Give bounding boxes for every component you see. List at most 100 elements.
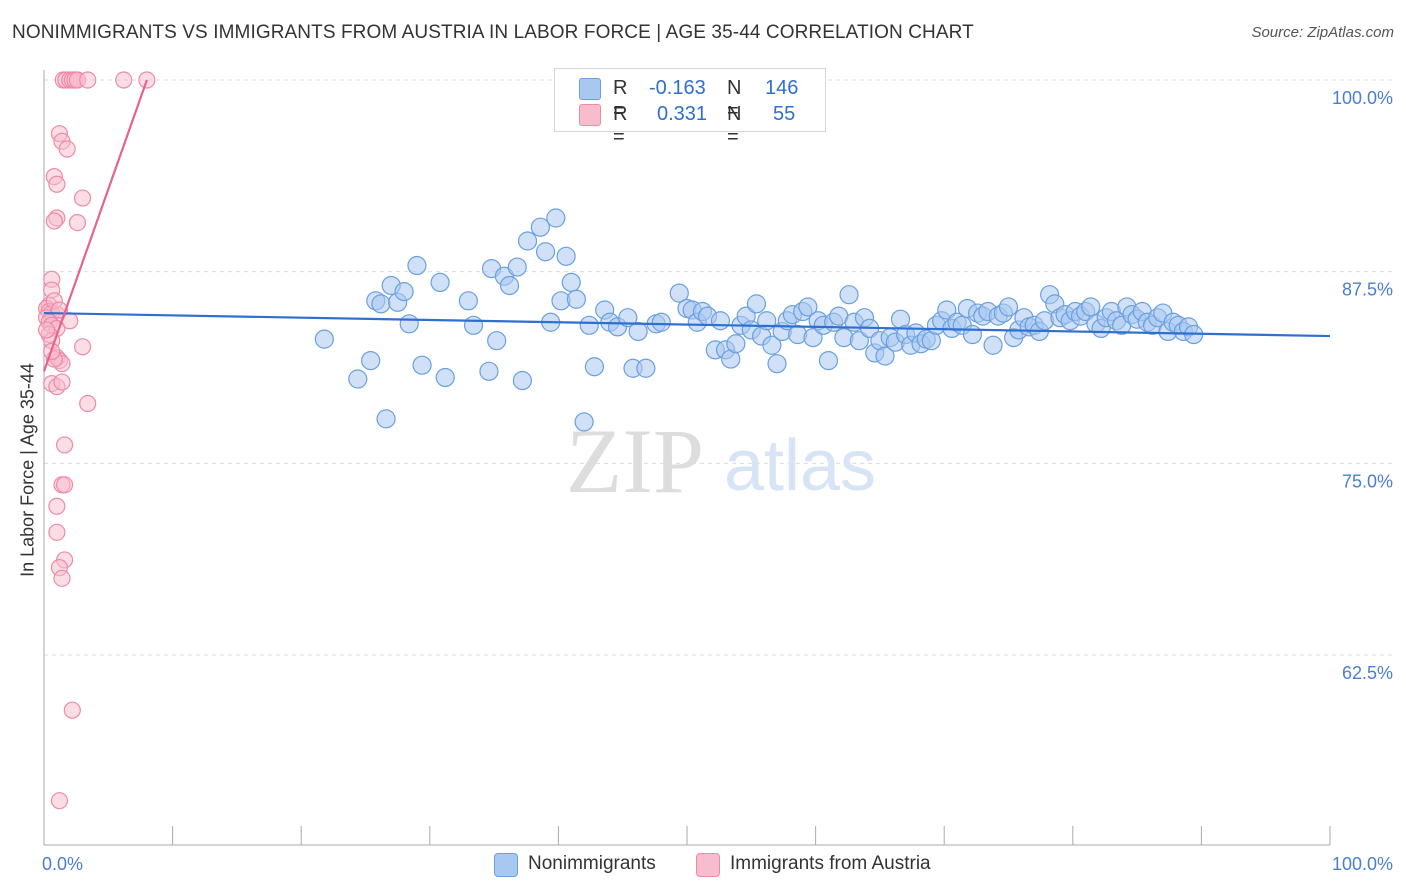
legend-r-label: R = — [613, 103, 628, 148]
immigrant-point — [58, 140, 76, 158]
immigrant-point — [48, 497, 66, 515]
x-tick-label: 100.0% — [1332, 854, 1393, 874]
immigrant-point — [73, 338, 92, 356]
series-label: Nonimmigrants — [528, 853, 656, 874]
watermark-atlas: atlas — [724, 426, 876, 506]
y-tick-labels: 62.5% 75.0% 87.5% 100.0% — [1332, 88, 1393, 683]
nonimmigrant-point — [479, 361, 499, 381]
nonimmigrant-point — [818, 351, 839, 371]
x-tick-labels: 0.0% 100.0% — [42, 854, 1393, 874]
x-tick-label: 0.0% — [42, 854, 83, 874]
correlation-legend: R = -0.163 N = 146 R = 0.331 N = 55 — [554, 68, 826, 148]
legend-swatch-pink — [579, 104, 601, 126]
nonimmigrant-point — [937, 300, 957, 320]
immigrant-point — [115, 71, 133, 89]
nonimmigrant-point — [998, 297, 1019, 317]
series-label: Immigrants from Austria — [730, 853, 931, 874]
nonimmigrant-point — [561, 272, 581, 292]
legend-n-value: 55 — [773, 103, 796, 125]
immigrants-trend-line — [42, 79, 148, 372]
y-tick-label: 100.0% — [1332, 88, 1393, 108]
nonimmigrant-point — [579, 315, 599, 335]
immigrant-point — [68, 214, 87, 232]
legend-n-label: N = — [727, 103, 742, 148]
source-label: Source: ZipAtlas.com — [1251, 24, 1394, 41]
immigrants-austria-points — [37, 71, 156, 810]
nonimmigrant-point — [566, 289, 587, 309]
nonimmigrant-point — [458, 291, 478, 311]
immigrant-point — [55, 436, 74, 454]
legend-r-value: 0.331 — [657, 103, 708, 125]
nonimmigrant-point — [530, 217, 550, 237]
immigrant-point — [48, 523, 66, 541]
series-legend: Nonimmigrants Immigrants from Austria — [0, 851, 1406, 879]
nonimmigrant-point — [875, 346, 895, 366]
nonimmigrants-points — [314, 208, 1204, 432]
nonimmigrant-point — [710, 311, 731, 331]
legend-r-label: R = — [613, 77, 628, 122]
immigrant-point — [37, 321, 56, 339]
gridlines — [44, 79, 1392, 656]
series-swatch-pink — [696, 853, 720, 877]
nonimmigrant-point — [787, 324, 808, 345]
nonimmigrant-point — [636, 358, 656, 378]
nonimmigrant-point — [798, 297, 818, 317]
series-swatch-blue — [494, 853, 518, 877]
nonimmigrant-point — [371, 294, 391, 314]
nonimmigrant-point — [556, 246, 576, 266]
nonimmigrant-point — [512, 370, 532, 391]
nonimmigrant-point — [849, 331, 869, 351]
nonimmigrant-point — [399, 314, 419, 334]
nonimmigrant-point — [839, 285, 859, 305]
legend-swatch-blue — [579, 78, 601, 100]
nonimmigrant-point — [517, 231, 538, 251]
nonimmigrant-point — [546, 208, 566, 228]
nonimmigrant-point — [407, 255, 427, 276]
chart-title: NONIMMIGRANTS VS IMMIGRANTS FROM AUSTRIA… — [12, 22, 974, 43]
nonimmigrant-point — [394, 282, 414, 302]
nonimmigrant-point — [361, 351, 381, 371]
nonimmigrant-point — [584, 357, 605, 377]
nonimmigrant-point — [983, 335, 1003, 355]
immigrant-point — [63, 701, 81, 719]
nonimmigrant-point — [962, 324, 983, 345]
nonimmigrant-point — [348, 369, 368, 389]
axes — [43, 70, 1331, 846]
legend-r-value: -0.163 — [649, 77, 706, 99]
nonimmigrant-point — [535, 242, 556, 262]
nonimmigrant-point — [834, 328, 854, 348]
nonimmigrant-point — [1034, 311, 1055, 331]
nonimmigrant-point — [651, 312, 671, 332]
immigrant-point — [50, 792, 69, 810]
legend-n-label: N = — [727, 77, 742, 122]
nonimmigrant-point — [487, 331, 507, 351]
nonimmigrant-point — [574, 412, 594, 432]
nonimmigrants-trend-line — [43, 311, 1331, 338]
nonimmigrant-point — [618, 308, 638, 328]
immigrant-point — [53, 373, 71, 391]
nonimmigrant-point — [430, 272, 450, 292]
nonimmigrant-point — [762, 335, 782, 355]
immigrant-point — [79, 71, 97, 89]
legend-n-value: 146 — [765, 77, 799, 99]
immigrant-point — [53, 569, 71, 587]
immigrant-point — [79, 394, 97, 413]
nonimmigrant-point — [376, 409, 396, 429]
nonimmigrant-point — [507, 257, 527, 277]
nonimmigrant-point — [314, 329, 334, 349]
nonimmigrant-point — [435, 367, 455, 388]
nonimmigrant-point — [746, 294, 767, 314]
immigrant-point — [45, 212, 63, 230]
nonimmigrant-point — [499, 275, 520, 296]
nonimmigrant-point — [463, 315, 484, 335]
nonimmigrant-point — [1081, 297, 1101, 317]
y-tick-label: 75.0% — [1342, 471, 1393, 491]
nonimmigrant-point — [726, 334, 746, 354]
immigrant-point — [73, 189, 92, 207]
y-tick-label: 87.5% — [1342, 280, 1393, 300]
immigrant-point — [48, 175, 66, 193]
nonimmigrant-point — [412, 355, 432, 375]
immigrant-point — [55, 476, 74, 494]
watermark: ZIP atlas — [566, 410, 876, 512]
